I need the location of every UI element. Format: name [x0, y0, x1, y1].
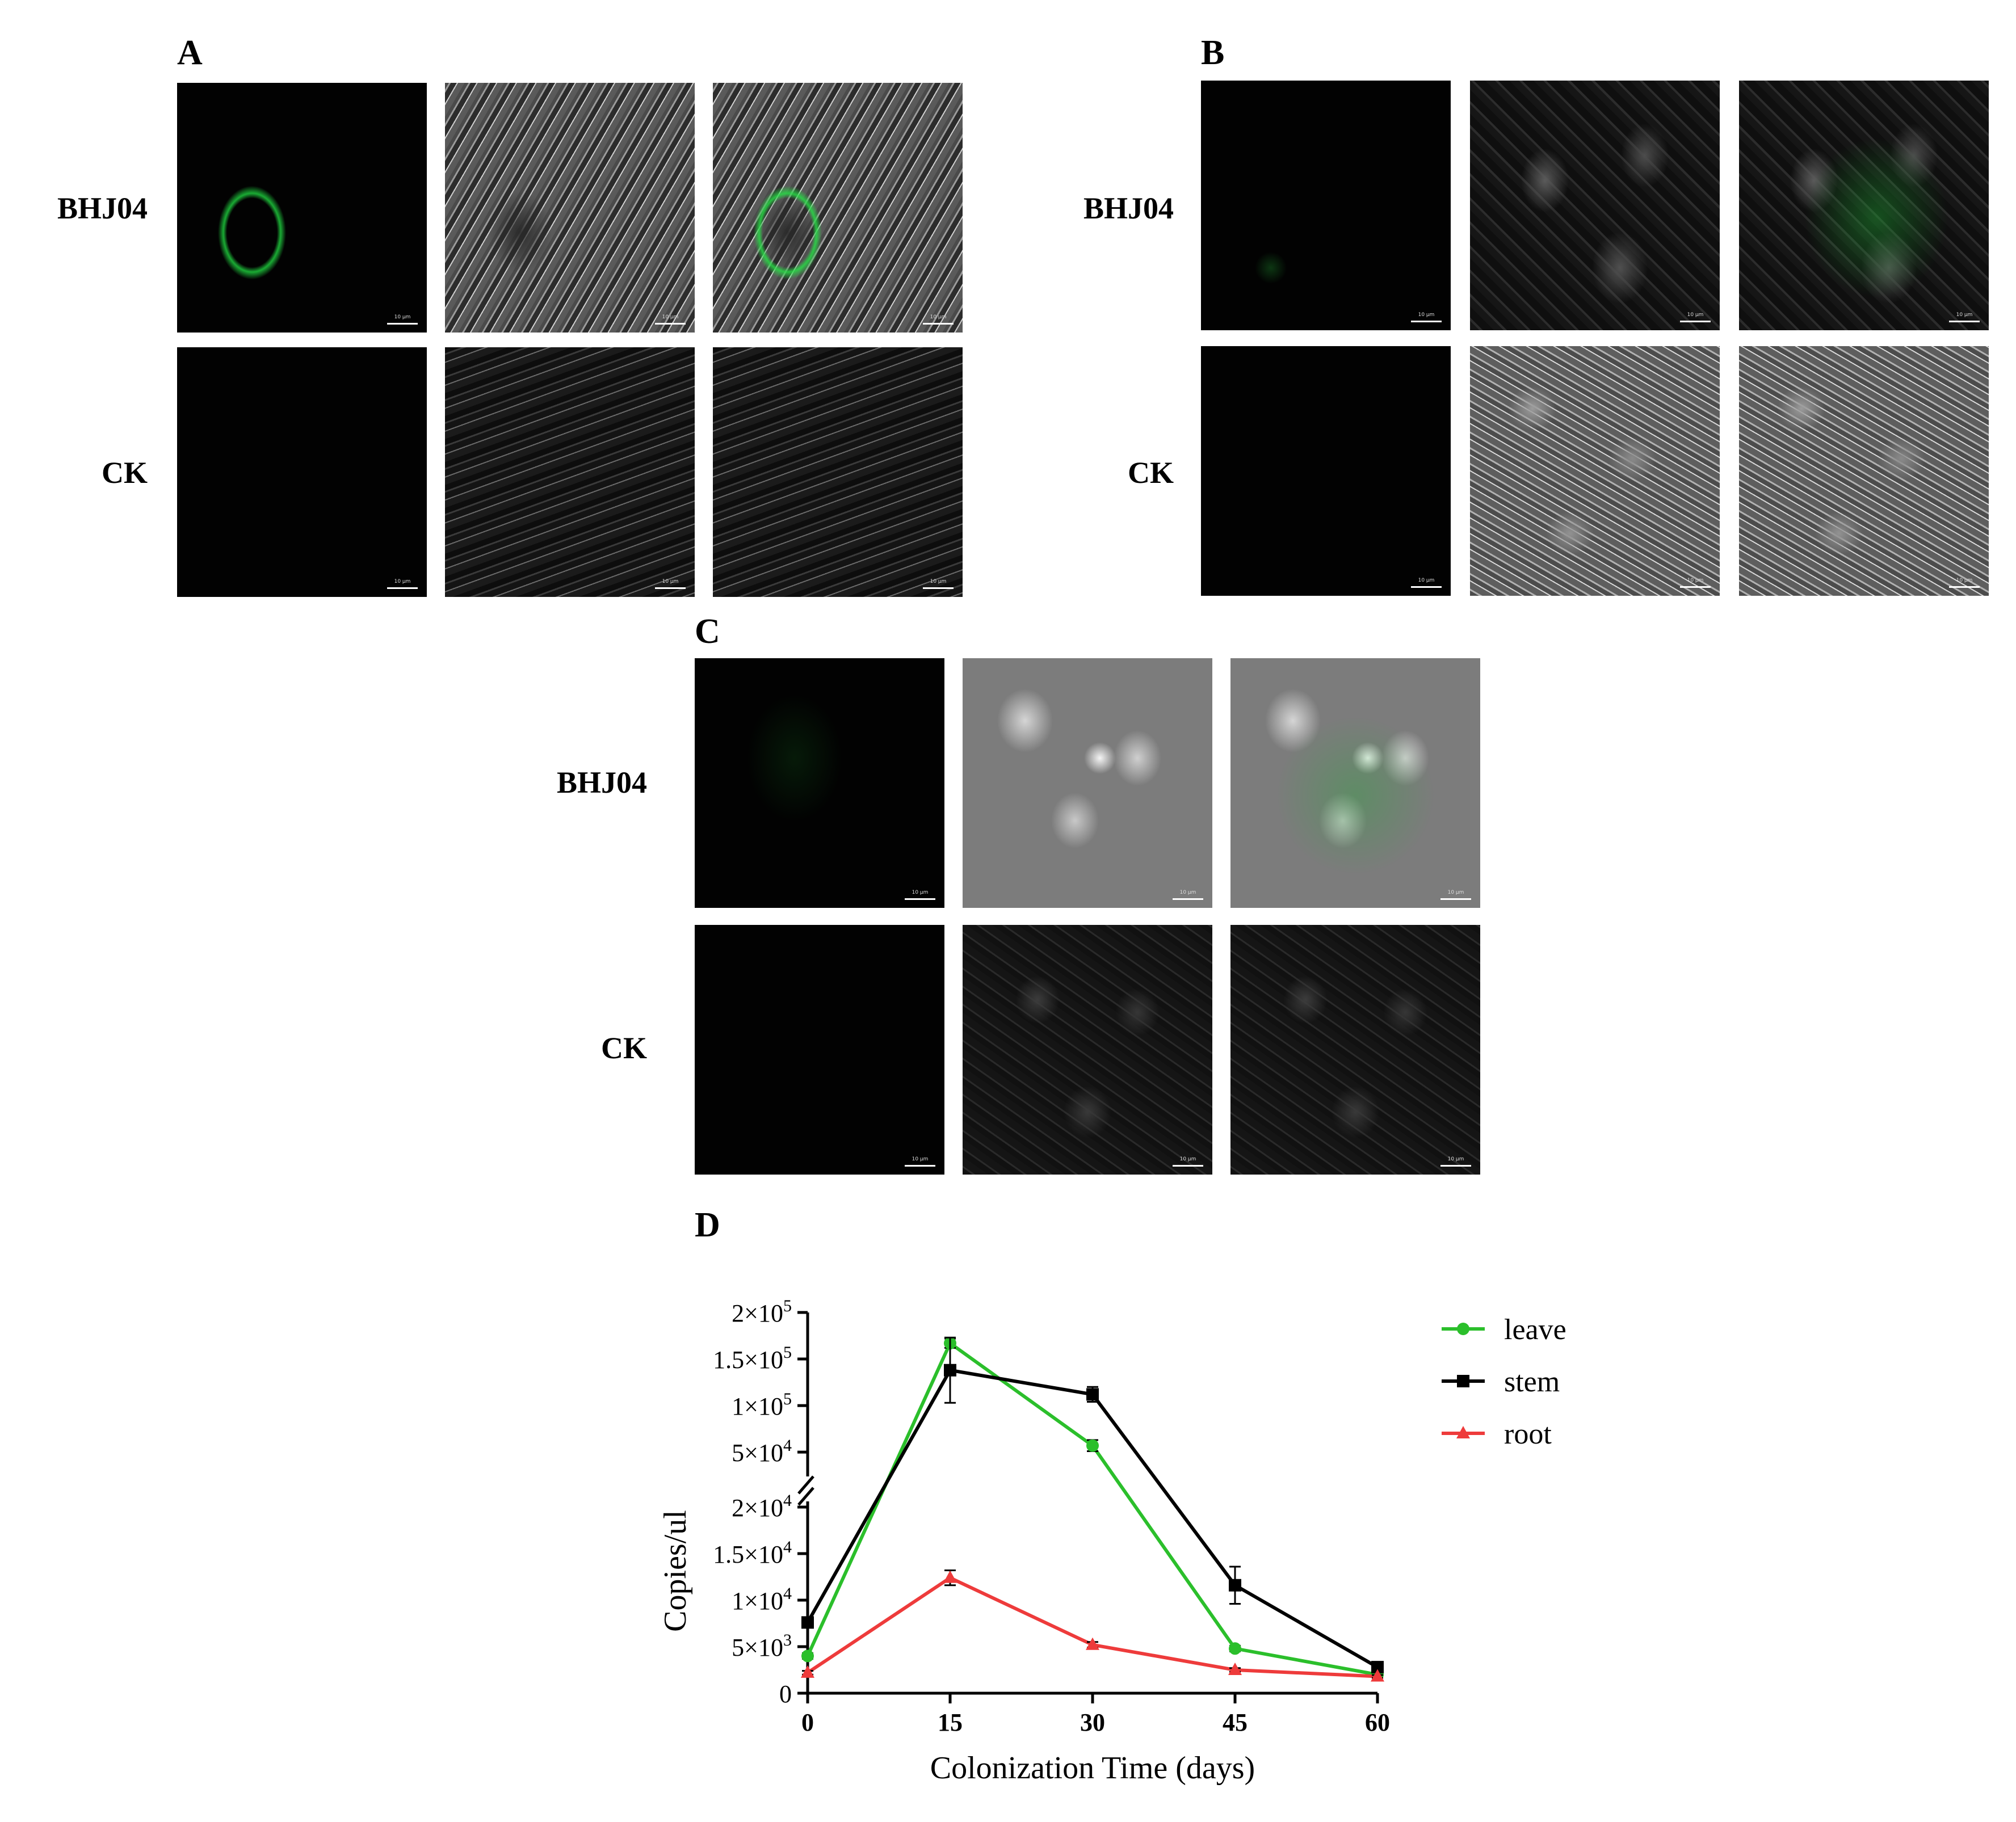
panel-d-letter: D: [695, 1206, 720, 1244]
panel-c-letter: C: [695, 612, 720, 651]
panel-a-row-bhj04-label: BHJ04: [57, 191, 148, 225]
y-axis-break-mark: [797, 1475, 814, 1495]
panel-c-ck-brightfield-image: 10 μm: [963, 925, 1212, 1175]
y-tick-label: 2×104: [732, 1491, 792, 1522]
panel-c-ck-merged-image: 10 μm: [1230, 925, 1480, 1175]
legend-marker-leave: [1457, 1323, 1469, 1335]
data-point-stem: [801, 1616, 814, 1629]
panel-c-bhj04-brightfield-image: 10 μm: [963, 658, 1212, 908]
y-axis-break-mark: [797, 1487, 814, 1506]
panel-c-bhj04-merged-image: 10 μm: [1230, 658, 1480, 908]
data-point-stem: [944, 1364, 956, 1377]
series-line-root: [807, 1576, 1378, 1678]
panel-c-ck-fluorescence-image: 10 μm: [695, 925, 944, 1175]
data-point-root: [1086, 1637, 1099, 1650]
x-axis-label: Colonization Time (days): [930, 1751, 1255, 1786]
panel-c-row-bhj04-label: BHJ04: [556, 765, 647, 800]
panel-b-bhj04-merged-image: 10 μm: [1739, 81, 1989, 330]
y-tick-label: 0: [779, 1680, 792, 1708]
data-point-root: [1371, 1669, 1384, 1682]
data-point-stem: [1229, 1579, 1241, 1592]
legend-label-stem: stem: [1504, 1366, 1560, 1398]
panel-c-bhj04-fluorescence-image: 10 μm: [695, 658, 944, 908]
panel-a-row-ck-label: CK: [102, 456, 148, 490]
panel-b-bhj04-fluorescence-image: 10 μm: [1201, 81, 1451, 330]
x-tick-label: 45: [1223, 1709, 1248, 1736]
legend-label-root: root: [1504, 1418, 1552, 1450]
panel-a-ck-brightfield-image: 10 μm: [445, 347, 695, 597]
x-tick-label: 60: [1365, 1709, 1390, 1736]
panel-b-bhj04-brightfield-image: 10 μm: [1470, 81, 1720, 330]
line-chart-svg: 0 5×103 1×104 1.5×104 2×104 5×104 1×105 1.5×105…: [658, 1297, 1566, 1786]
data-point-root: [943, 1570, 957, 1583]
x-tick-label: 15: [938, 1709, 963, 1736]
panel-c-row-ck-label: CK: [601, 1031, 647, 1065]
x-tick-label: 30: [1080, 1709, 1105, 1736]
line-chart: 0 5×103 1×104 1.5×104 2×104 5×104 1×105 1.5×105…: [624, 1237, 1635, 1819]
legend-label-leave: leave: [1504, 1314, 1566, 1346]
legend-marker-root: [1456, 1426, 1470, 1438]
data-point-stem: [1371, 1661, 1384, 1674]
data-point-root: [1228, 1663, 1242, 1675]
panel-a-bhj04-brightfield-image: 10 μm: [445, 83, 695, 333]
legend-marker-stem: [1457, 1375, 1469, 1387]
y-tick-label: 1×105: [732, 1390, 792, 1420]
data-point-stem: [1086, 1388, 1099, 1401]
data-point-leave: [1229, 1642, 1241, 1655]
y-tick-label: 5×103: [732, 1631, 792, 1661]
data-point-leave: [801, 1650, 814, 1663]
panel-b-row-ck-label: CK: [1128, 456, 1174, 490]
panel-b-ck-merged-image: 10 μm: [1739, 346, 1989, 596]
y-tick-label: 2×105: [732, 1297, 792, 1327]
panel-a-ck-merged-image: 10 μm: [713, 347, 963, 597]
panel-b-row-bhj04-label: BHJ04: [1083, 191, 1174, 225]
y-tick-label: 1×104: [732, 1584, 792, 1615]
y-tick-label: 5×104: [732, 1436, 792, 1467]
panel-a-letter: A: [177, 33, 203, 72]
panel-a-bhj04-fluorescence-image: 10 μm: [177, 83, 427, 333]
series-line-stem: [806, 1368, 1379, 1669]
y-axis-label: Copies/ul: [658, 1510, 693, 1632]
panel-a-ck-fluorescence-image: 10 μm: [177, 347, 427, 597]
panel-b-letter: B: [1201, 33, 1225, 72]
data-point-leave: [1086, 1439, 1099, 1452]
y-tick-label: 1.5×104: [713, 1538, 792, 1568]
panel-b-ck-fluorescence-image: 10 μm: [1201, 346, 1451, 596]
panel-b-ck-brightfield-image: 10 μm: [1470, 346, 1720, 596]
data-point-root: [801, 1665, 814, 1678]
panel-a-bhj04-merged-image: 10 μm: [713, 83, 963, 333]
y-tick-label: 1.5×105: [713, 1343, 792, 1374]
x-tick-label: 0: [801, 1709, 814, 1736]
